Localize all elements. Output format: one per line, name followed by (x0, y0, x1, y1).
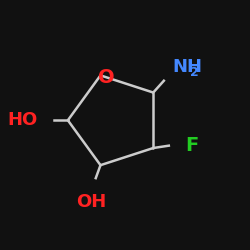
Text: NH: NH (172, 58, 202, 76)
Text: OH: OH (76, 194, 106, 212)
Text: HO: HO (7, 111, 37, 129)
Text: F: F (185, 136, 198, 155)
Text: O: O (98, 68, 115, 87)
Text: 2: 2 (190, 66, 198, 79)
